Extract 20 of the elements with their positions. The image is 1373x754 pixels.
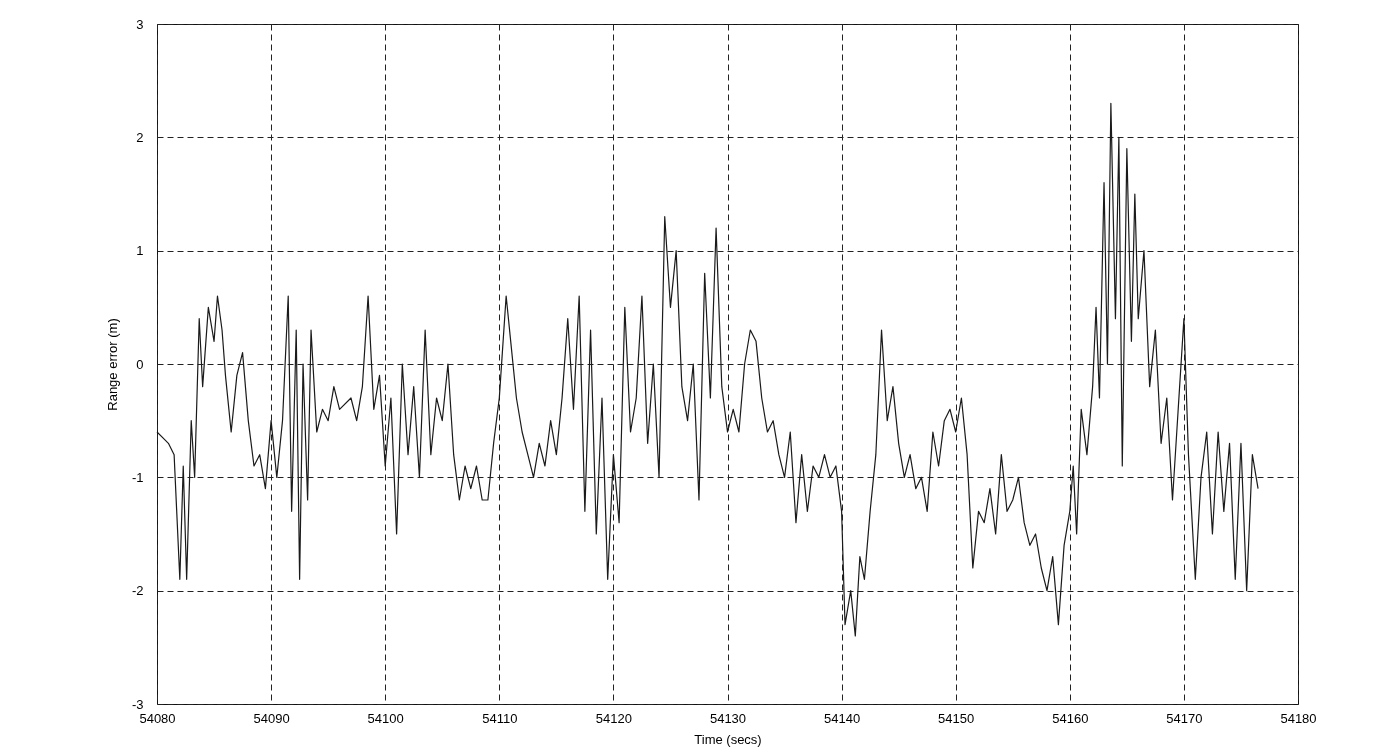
y-axis-title: Range error (m) [104, 318, 120, 411]
y-tick-label: -2 [131, 583, 144, 599]
x-tick-label: 54160 [1052, 710, 1089, 726]
x-tick-label: 54140 [824, 710, 861, 726]
x-tick-label: 54110 [482, 710, 518, 726]
y-tick-label: -3 [131, 696, 144, 712]
y-tick-label: 0 [136, 356, 144, 372]
y-tick-label: -1 [131, 469, 144, 485]
x-tick-label: 54180 [1280, 710, 1317, 726]
y-tick-label: 2 [136, 129, 144, 145]
x-tick-label: 54100 [367, 710, 404, 726]
x-tick-label: 54130 [709, 710, 747, 726]
y-tick-label: 1 [136, 243, 144, 259]
x-tick-label: 54090 [253, 710, 290, 726]
y-tick-label: 3 [136, 16, 144, 32]
x-tick-label: 54150 [938, 710, 975, 726]
x-tick-label: 54170 [1166, 710, 1203, 726]
x-tick-label: 54080 [139, 710, 176, 726]
x-axis-title: Time (secs) [694, 731, 762, 747]
x-tick-label: 54120 [595, 710, 632, 726]
